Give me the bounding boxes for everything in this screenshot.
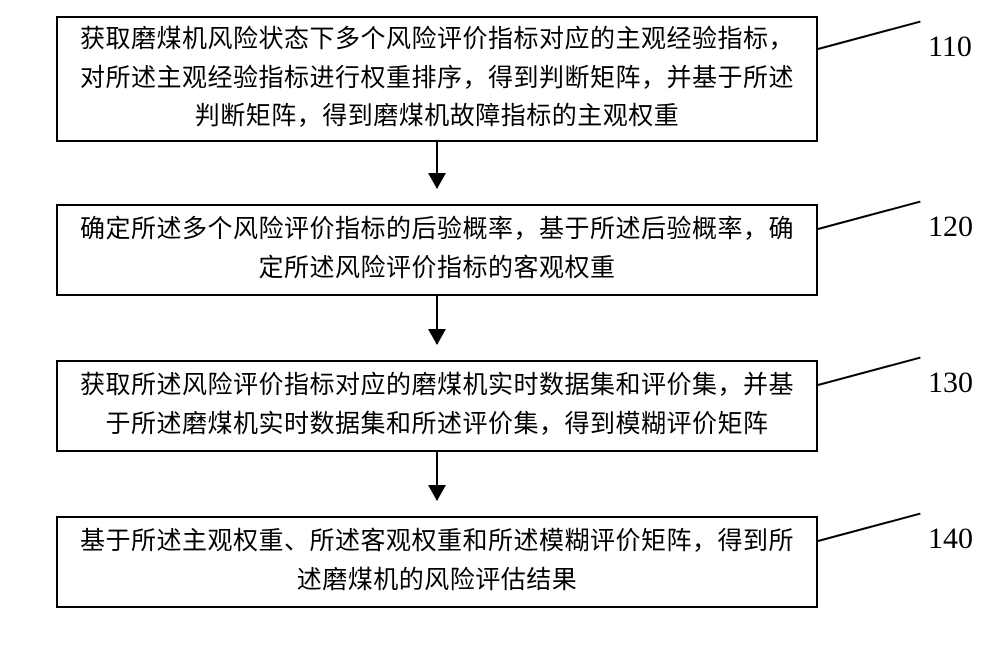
- step-text-120: 确定所述多个风险评价指标的后验概率，基于所述后验概率，确定所述风险评价指标的客观…: [76, 211, 798, 289]
- arrow-1: [436, 142, 438, 188]
- step-box-130: 获取所述风险评价指标对应的磨煤机实时数据集和评价集，并基于所述磨煤机实时数据集和…: [56, 360, 818, 452]
- step-label-140: 140: [928, 522, 973, 556]
- step-text-110: 获取磨煤机风险状态下多个风险评价指标对应的主观经验指标，对所述主观经验指标进行权…: [76, 21, 798, 137]
- step-text-130: 获取所述风险评价指标对应的磨煤机实时数据集和评价集，并基于所述磨煤机实时数据集和…: [76, 367, 798, 445]
- arrow-3: [436, 452, 438, 500]
- arrow-2: [436, 296, 438, 344]
- leader-110: [818, 21, 921, 50]
- step-box-140: 基于所述主观权重、所述客观权重和所述模糊评价矩阵，得到所述磨煤机的风险评估结果: [56, 516, 818, 608]
- step-label-130: 130: [928, 366, 973, 400]
- leader-130: [818, 357, 921, 386]
- step-box-120: 确定所述多个风险评价指标的后验概率，基于所述后验概率，确定所述风险评价指标的客观…: [56, 204, 818, 296]
- flowchart-canvas: 获取磨煤机风险状态下多个风险评价指标对应的主观经验指标，对所述主观经验指标进行权…: [0, 0, 1000, 652]
- step-label-110: 110: [928, 30, 972, 64]
- step-text-140: 基于所述主观权重、所述客观权重和所述模糊评价矩阵，得到所述磨煤机的风险评估结果: [76, 523, 798, 601]
- leader-120: [818, 201, 921, 230]
- step-box-110: 获取磨煤机风险状态下多个风险评价指标对应的主观经验指标，对所述主观经验指标进行权…: [56, 16, 818, 142]
- step-label-120: 120: [928, 210, 973, 244]
- leader-140: [818, 513, 921, 542]
